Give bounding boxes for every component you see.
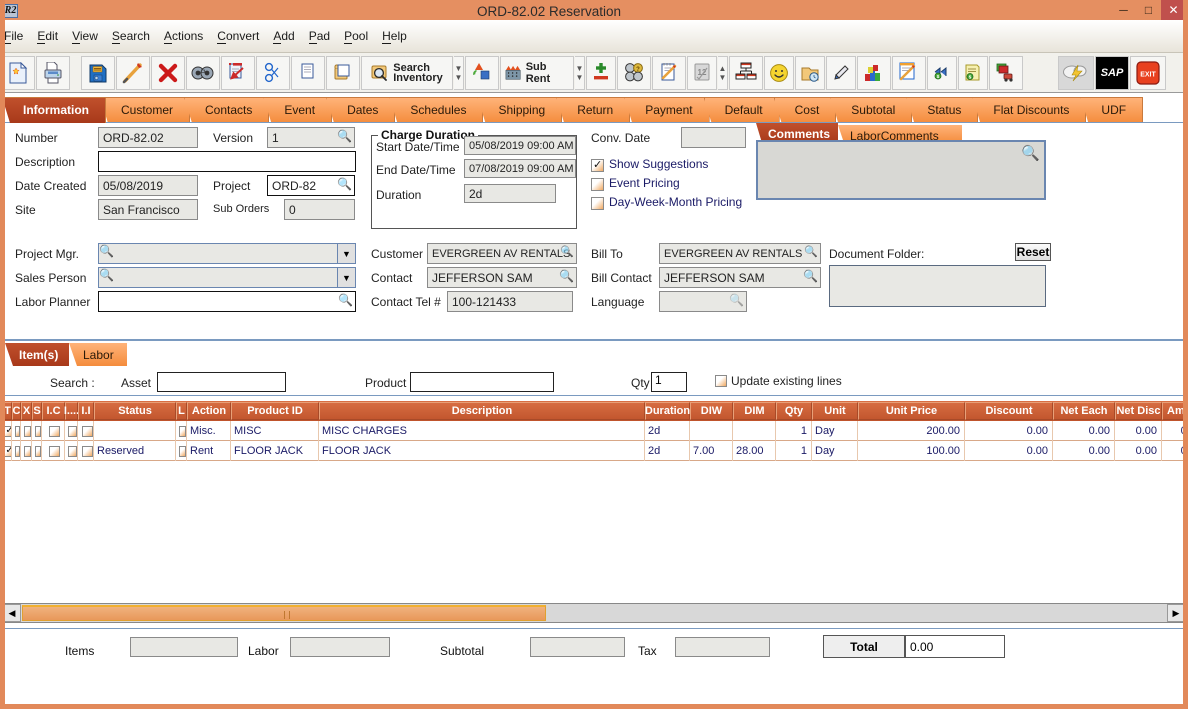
svg-text:EXIT: EXIT [1140, 71, 1156, 78]
svg-text:?: ? [636, 67, 640, 73]
